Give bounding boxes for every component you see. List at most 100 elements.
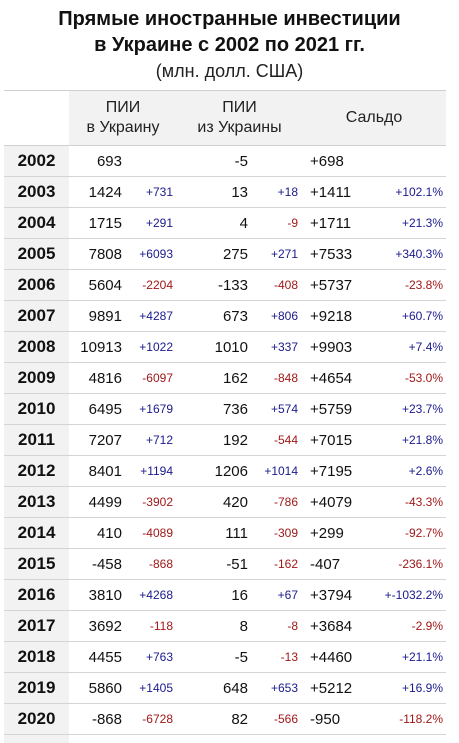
fdi-out-header-line2: из Украины: [178, 118, 301, 138]
fdi-in-header: ПИИ в Украину: [69, 91, 177, 146]
saldo-change-percent: +60.7%: [378, 301, 446, 332]
year-cell: 2014: [4, 518, 69, 549]
year-cell: 2018: [4, 642, 69, 673]
year-cell: 2010: [4, 394, 69, 425]
saldo-change-percent: +21.3%: [378, 208, 446, 239]
saldo-change-percent: -2.9%: [378, 611, 446, 642]
fdi-out-change: +271: [250, 239, 302, 270]
empty-cell: [124, 735, 177, 743]
fdi-out-value: 736: [177, 394, 250, 425]
saldo-change-percent: +21.1%: [378, 642, 446, 673]
saldo-change-percent: -43.3%: [378, 487, 446, 518]
fdi-in-value: 3692: [69, 611, 124, 642]
saldo-change-percent: -23.8%: [378, 270, 446, 301]
saldo-change-percent: +340.3%: [378, 239, 446, 270]
year-cell: 2013: [4, 487, 69, 518]
fdi-in-header-line1: ПИИ: [70, 98, 176, 118]
fdi-out-value: -51: [177, 549, 250, 580]
table-row-partial: [4, 735, 446, 743]
fdi-in-change: -6097: [124, 363, 177, 394]
page-title: Прямые иностранные инвестиции в Украине …: [0, 0, 459, 83]
fdi-in-value: 693: [69, 146, 124, 177]
fdi-out-value: -5: [177, 642, 250, 673]
year-cell: 2004: [4, 208, 69, 239]
fdi-out-value: 420: [177, 487, 250, 518]
saldo-value: +7533: [302, 239, 378, 270]
saldo-value: -950: [302, 704, 378, 735]
table-row: 2015-458-868-51-162-407-236.1%: [4, 549, 446, 580]
fdi-out-change: -786: [250, 487, 302, 518]
saldo-value: +1711: [302, 208, 378, 239]
fdi-out-change: +337: [250, 332, 302, 363]
fdi-in-change: -4089: [124, 518, 177, 549]
fdi-in-value: 4499: [69, 487, 124, 518]
saldo-value: +1411: [302, 177, 378, 208]
empty-cell: [378, 735, 446, 743]
fdi-out-value: 192: [177, 425, 250, 456]
table-header-row: ПИИ в Украину ПИИ из Украины Сальдо: [4, 91, 446, 146]
fdi-out-value: 1206: [177, 456, 250, 487]
saldo-value: +7015: [302, 425, 378, 456]
year-cell: 2007: [4, 301, 69, 332]
year-cell: 2003: [4, 177, 69, 208]
saldo-change-percent: +-1032.2%: [378, 580, 446, 611]
title-units: (млн. долл. США): [0, 59, 459, 83]
year-cell: 2016: [4, 580, 69, 611]
fdi-out-change: -162: [250, 549, 302, 580]
fdi-table: ПИИ в Украину ПИИ из Украины Сальдо 2002…: [4, 90, 446, 743]
fdi-in-change: +4268: [124, 580, 177, 611]
saldo-value: +9218: [302, 301, 378, 332]
fdi-in-change: +6093: [124, 239, 177, 270]
year-cell: 2015: [4, 549, 69, 580]
empty-cell: [302, 735, 378, 743]
fdi-in-value: 8401: [69, 456, 124, 487]
fdi-out-value: 13: [177, 177, 250, 208]
year-cell: 2011: [4, 425, 69, 456]
fdi-out-change: +574: [250, 394, 302, 425]
fdi-out-change: -544: [250, 425, 302, 456]
saldo-value: +5737: [302, 270, 378, 301]
fdi-in-value: 4455: [69, 642, 124, 673]
saldo-change-percent: -236.1%: [378, 549, 446, 580]
fdi-in-change: +291: [124, 208, 177, 239]
saldo-change-percent: -118.2%: [378, 704, 446, 735]
fdi-in-value: 1715: [69, 208, 124, 239]
fdi-in-change: +1405: [124, 673, 177, 704]
fdi-in-value: 410: [69, 518, 124, 549]
fdi-in-change: -2204: [124, 270, 177, 301]
fdi-in-change: +1022: [124, 332, 177, 363]
saldo-change-percent: +16.9%: [378, 673, 446, 704]
fdi-out-value: 275: [177, 239, 250, 270]
fdi-out-change: [250, 146, 302, 177]
fdi-out-change: -13: [250, 642, 302, 673]
year-cell: 2008: [4, 332, 69, 363]
saldo-value: +299: [302, 518, 378, 549]
fdi-out-change: -848: [250, 363, 302, 394]
fdi-out-value: 673: [177, 301, 250, 332]
fdi-out-value: 162: [177, 363, 250, 394]
saldo-value: +9903: [302, 332, 378, 363]
fdi-out-header: ПИИ из Украины: [177, 91, 302, 146]
fdi-out-value: 4: [177, 208, 250, 239]
year-cell: 2009: [4, 363, 69, 394]
fdi-in-change: -3902: [124, 487, 177, 518]
fdi-in-change: +712: [124, 425, 177, 456]
fdi-out-value: 82: [177, 704, 250, 735]
empty-cell: [177, 735, 250, 743]
fdi-in-change: +1679: [124, 394, 177, 425]
saldo-value: +5212: [302, 673, 378, 704]
saldo-change-percent: [378, 146, 446, 177]
fdi-in-value: 5604: [69, 270, 124, 301]
